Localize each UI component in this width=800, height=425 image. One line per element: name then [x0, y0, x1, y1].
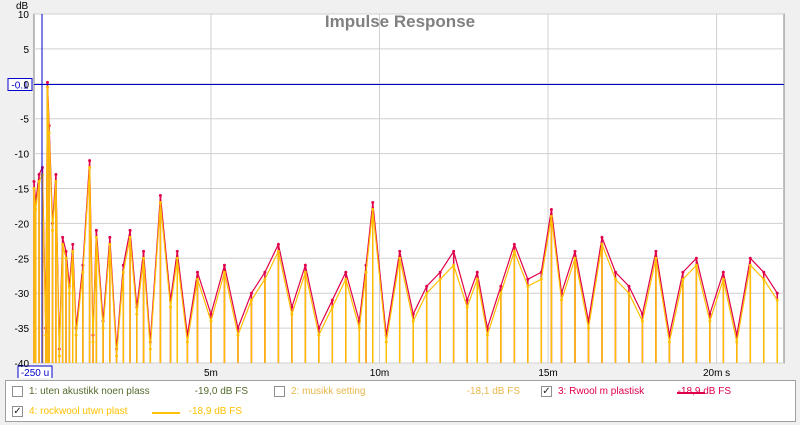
- legend-series-name-2: 2: musikk setting: [291, 386, 366, 397]
- y-tick-label: -15: [15, 185, 30, 196]
- y-tick-label: -40: [15, 359, 30, 370]
- y-tick-label: 10: [18, 10, 30, 21]
- series-2: [32, 85, 779, 363]
- x-tick-label: 5m: [204, 368, 218, 378]
- y-marker-box: [7, 77, 33, 91]
- impulse-response-chart[interactable]: -0.1 -250 u 10 5 0 -5 -10 -15 -20 -25 -30 -35 -40 5m…: [0, 0, 800, 378]
- legend-series-line-4: [152, 412, 180, 414]
- x-marker-box: [17, 365, 53, 378]
- series-layer: [32, 80, 779, 363]
- y-tick-label: 5: [23, 45, 29, 56]
- legend-item-4[interactable]: ✓ 4: rockwool utwn plast -18,9 dB FS: [12, 402, 272, 422]
- y-tick-label: -25: [15, 254, 30, 265]
- y-tick-label: -30: [15, 289, 30, 300]
- legend-panel: 1: uten akustikk noen plass -19,0 dB FS …: [5, 380, 796, 422]
- legend-checkbox-3[interactable]: ✓: [541, 386, 552, 397]
- legend-row-1: 1: uten akustikk noen plass -19,0 dB FS …: [6, 382, 795, 402]
- y-tick-label: -5: [20, 115, 29, 126]
- marker-layer: -0.1 -250 u: [7, 14, 784, 378]
- y-axis-label: dB: [16, 1, 29, 12]
- legend-row-2: ✓ 4: rockwool utwn plast -18,9 dB FS: [6, 402, 795, 422]
- series-line: [33, 87, 778, 357]
- legend-checkbox-2[interactable]: [274, 386, 285, 397]
- chart-canvas[interactable]: -0.1 -250 u 10 5 0 -5 -10 -15 -20 -25 -30 -35 -40 5m…: [0, 0, 800, 378]
- legend-series-value-3: -18,9 dB FS: [677, 386, 731, 397]
- legend-series-name-1: 1: uten akustikk noen plass: [29, 386, 150, 397]
- legend-series-name-4: 4: rockwool utwn plast: [29, 406, 128, 417]
- legend-series-value-1: -19,0 dB FS: [194, 386, 248, 397]
- x-marker-label: -250 u: [21, 368, 49, 378]
- x-tick-label: 10m: [370, 368, 389, 378]
- y-tick-label: 0: [23, 80, 29, 91]
- axis-layer: 10 5 0 -5 -10 -15 -20 -25 -30 -35 -40 5m 10m 15m 20m s: [15, 10, 731, 378]
- legend-item-2[interactable]: 2: musikk setting -18,1 dB FS: [274, 382, 536, 402]
- y-marker-label: -0.1: [11, 80, 29, 91]
- x-tick-label: 15m: [538, 368, 557, 378]
- legend-checkbox-4[interactable]: ✓: [12, 406, 23, 417]
- legend-series-name-3: 3: Rwool m plastisk: [558, 386, 645, 397]
- legend-series-value-2: -18,1 dB FS: [466, 386, 520, 397]
- y-tick-label: -20: [15, 219, 30, 230]
- chart-title: Impulse Response: [325, 12, 475, 31]
- legend-series-value-4: -18,9 dB FS: [188, 406, 242, 417]
- legend-checkbox-1[interactable]: [12, 386, 23, 397]
- legend-item-3[interactable]: ✓ 3: Rwool m plastisk -18,9 dB FS: [541, 382, 791, 402]
- y-tick-label: -35: [15, 324, 30, 335]
- x-tick-label: 20m s: [703, 368, 730, 378]
- legend-item-1[interactable]: 1: uten akustikk noen plass -19,0 dB FS: [12, 382, 272, 402]
- y-tick-label: -10: [15, 150, 30, 161]
- legend-series-line-3: [677, 392, 705, 394]
